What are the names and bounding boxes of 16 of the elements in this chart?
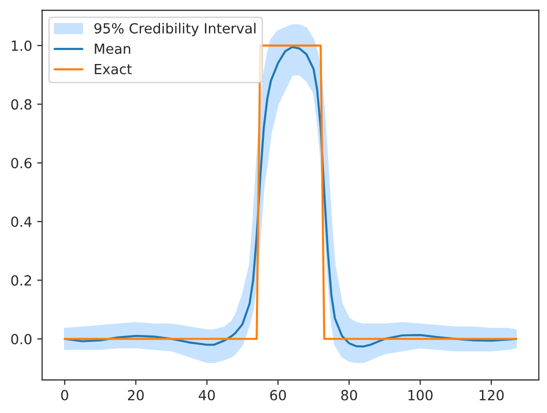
x-tick-label: 80 <box>341 390 358 400</box>
x-tick-label: 60 <box>270 390 286 400</box>
x-tick-label: 20 <box>128 390 144 400</box>
x-tick-label: 120 <box>480 390 504 400</box>
y-tick-label: 0.8 <box>11 99 32 110</box>
x-tick-label: 100 <box>408 390 433 400</box>
y-tick-label: 0.0 <box>11 334 32 344</box>
y-tick-label: 0.4 <box>11 216 32 228</box>
y-tick-label: 0.2 <box>11 275 32 286</box>
legend-label: Mean <box>94 44 130 54</box>
y-tick-label: 1.0 <box>12 40 32 52</box>
legend-label: 95% Credibility Interval <box>94 22 256 36</box>
x-tick-label: 40 <box>198 390 215 400</box>
y-tick-label: 0.6 <box>11 158 32 168</box>
legend-label: Exact <box>94 64 132 74</box>
x-tick-label: 0 <box>61 390 68 400</box>
